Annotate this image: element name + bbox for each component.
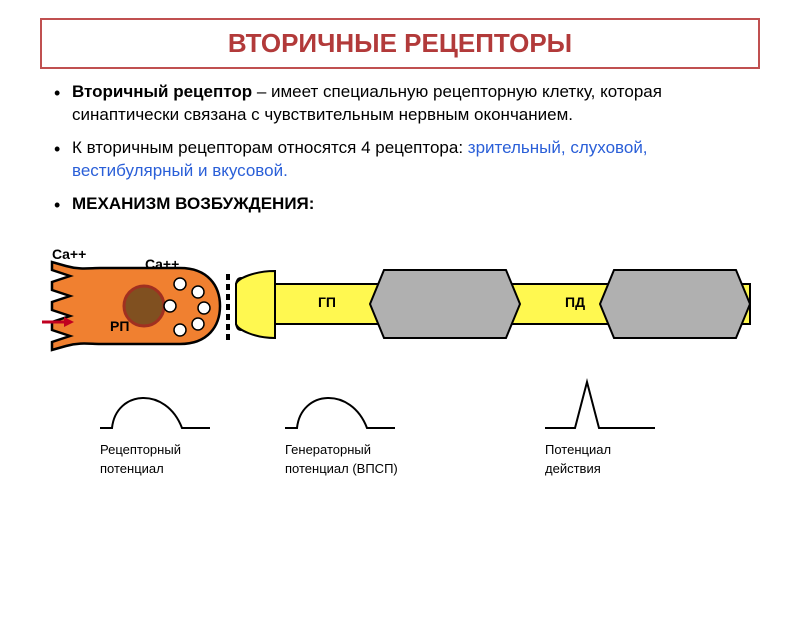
wave-label: потенциал xyxy=(100,461,240,477)
ca-label-1: Ca++ xyxy=(52,246,86,262)
rp-label: РП xyxy=(110,318,129,334)
wave-label-col: Потенциал действия xyxy=(545,438,685,477)
waveform-row: Рецепторный потенциал Генераторный потен… xyxy=(40,376,760,486)
pd-label: ПД xyxy=(565,294,585,310)
gp-label: ГП xyxy=(318,294,336,310)
bullet-bold: МЕХАНИЗМ ВОЗБУЖДЕНИЯ: xyxy=(72,194,314,213)
bullet-item: Вторичный рецептор – имеет специальную р… xyxy=(50,81,750,127)
wave-label-col: Рецепторный потенциал xyxy=(100,438,240,477)
bullet-item: К вторичным рецепторам относятся 4 рецеп… xyxy=(50,137,750,183)
wave-label-col: Генераторный потенциал (ВПСП) xyxy=(285,438,445,477)
page-title: ВТОРИЧНЫЕ РЕЦЕПТОРЫ xyxy=(58,28,742,59)
bullet-item: МЕХАНИЗМ ВОЗБУЖДЕНИЯ: xyxy=(50,193,750,216)
title-box: ВТОРИЧНЫЕ РЕЦЕПТОРЫ xyxy=(40,18,760,69)
wave-label: Потенциал xyxy=(545,442,685,458)
waveform-svg xyxy=(40,376,760,436)
mechanism-diagram: Ca++ Ca++ РП ГП ПД xyxy=(40,226,760,376)
bullet-text: К вторичным рецепторам относятся 4 рецеп… xyxy=(72,138,468,157)
wave-label: Генераторный xyxy=(285,442,445,458)
diagram-svg xyxy=(40,226,760,376)
bullet-bold: Вторичный рецептор xyxy=(72,82,252,101)
bullet-list: Вторичный рецептор – имеет специальную р… xyxy=(50,81,750,216)
wave-label: действия xyxy=(545,461,685,477)
wave-label: потенциал (ВПСП) xyxy=(285,461,445,477)
ca-label-2: Ca++ xyxy=(145,256,179,272)
wave-label: Рецепторный xyxy=(100,442,240,458)
